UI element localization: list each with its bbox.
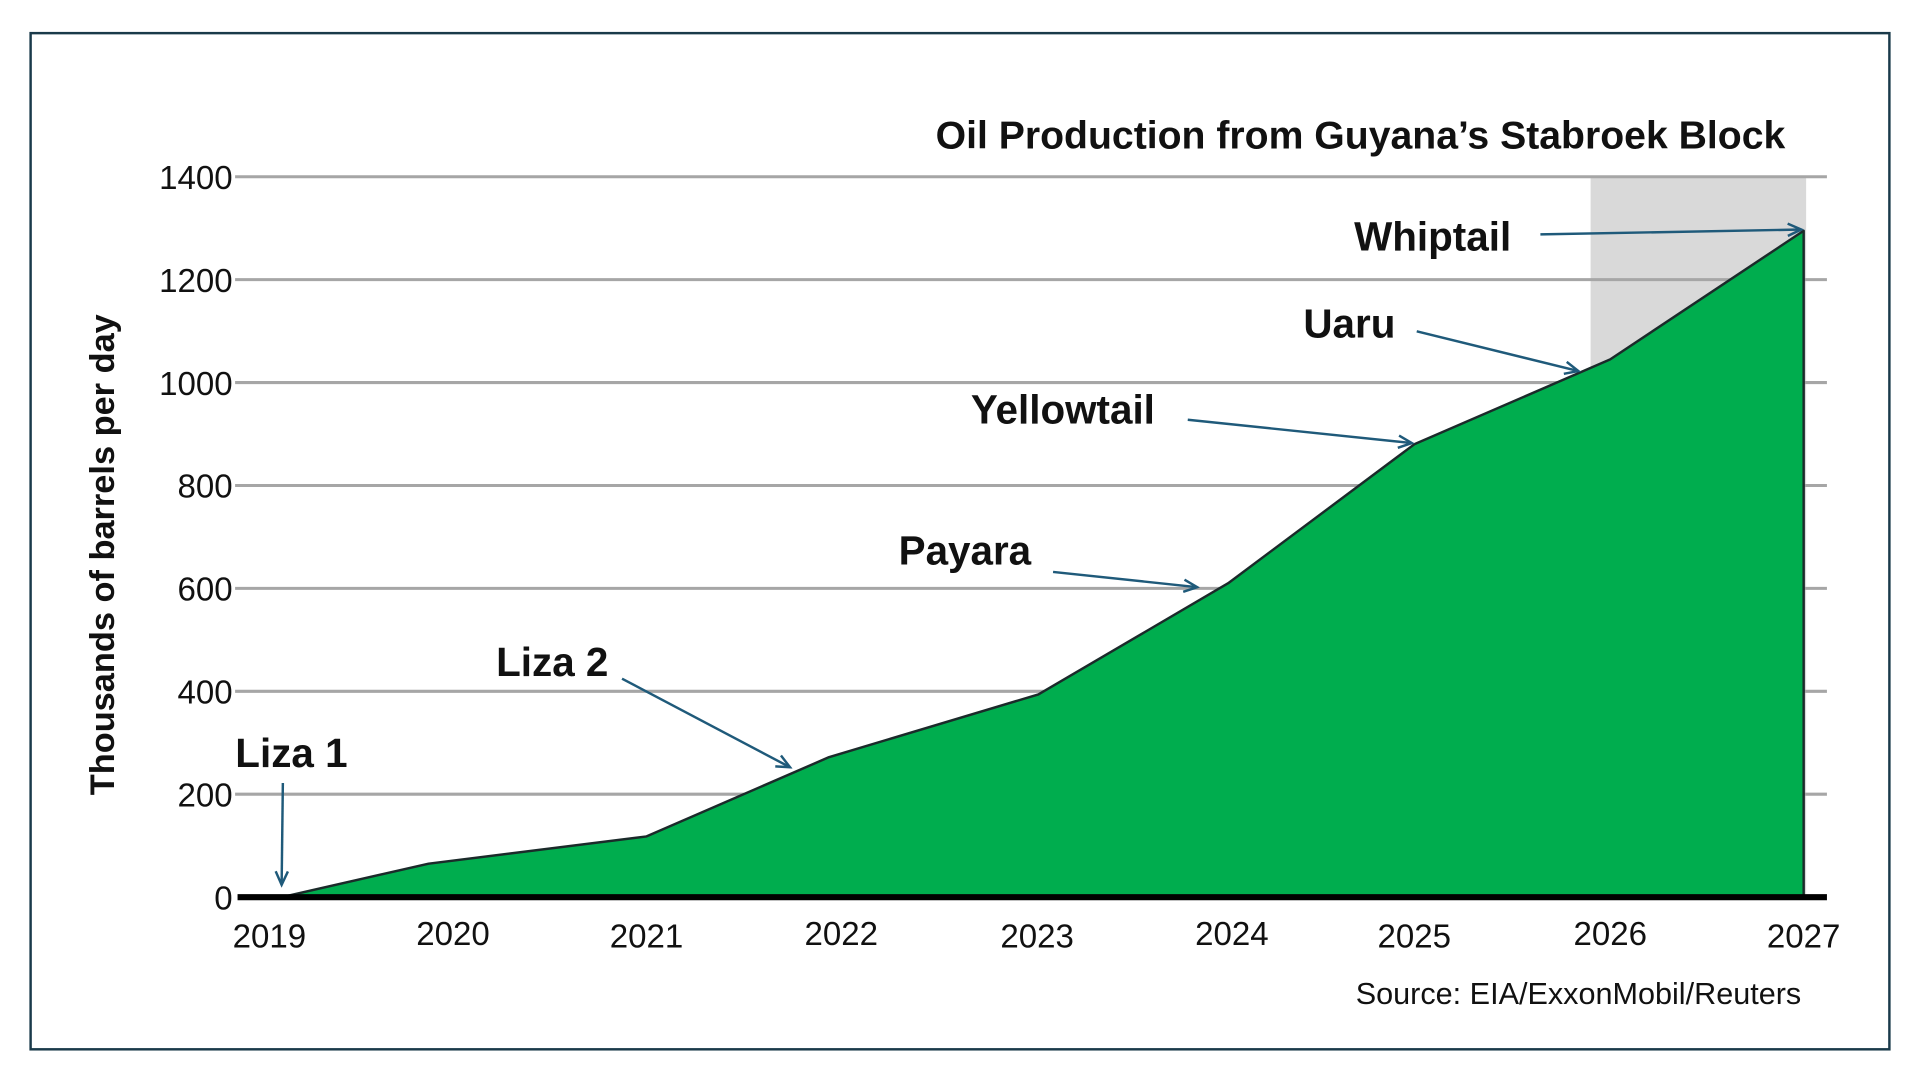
x-tick-label: 2019 <box>233 918 307 955</box>
y-tick-label: 0 <box>214 880 232 917</box>
annotation-arrow <box>1416 330 1579 371</box>
chart-title: Oil Production from Guyana’s Stabroek Bl… <box>936 113 1786 157</box>
x-tick-label: 2022 <box>804 916 878 953</box>
x-tick-label: 2024 <box>1195 916 1269 953</box>
source-note: Source: EIA/ExxonMobil/Reuters <box>1356 977 1801 1011</box>
annotation-liza-1: Liza 1 <box>235 730 348 885</box>
y-tick-label: 600 <box>178 572 233 609</box>
x-tick-label: 2021 <box>610 918 684 955</box>
annotation-arrow <box>1540 230 1801 235</box>
y-tick-label: 1000 <box>159 366 233 403</box>
annotation-whiptail: Whiptail <box>1354 213 1801 259</box>
annotation-label: Whiptail <box>1354 213 1511 259</box>
production-area <box>280 229 1805 899</box>
annotation-arrow <box>1187 418 1412 443</box>
y-tick-label: 1400 <box>159 160 233 197</box>
y-tick-label: 200 <box>178 777 233 814</box>
y-axis-label: Thousands of barrels per day <box>84 314 122 795</box>
annotation-yellowtail: Yellowtail <box>971 386 1412 443</box>
annotation-liza-2: Liza 2 <box>496 639 790 767</box>
annotation-label: Uaru <box>1303 300 1395 346</box>
y-tick-label: 800 <box>178 469 233 506</box>
annotation-label: Liza 2 <box>496 639 608 685</box>
annotation-arrow <box>1052 570 1197 587</box>
x-tick-label: 2023 <box>1000 918 1074 955</box>
y-tick-label: 400 <box>178 675 233 712</box>
annotation-uaru: Uaru <box>1303 300 1578 371</box>
x-tick-label: 2026 <box>1573 916 1647 953</box>
x-tick-label: 2025 <box>1378 918 1452 955</box>
y-tick-label: 1200 <box>159 263 233 300</box>
annotation-label: Payara <box>899 528 1032 574</box>
x-tick-label: 2027 <box>1767 918 1841 955</box>
annotation-label: Yellowtail <box>971 386 1155 432</box>
annotation-arrow <box>282 782 283 885</box>
annotation-label: Liza 1 <box>235 730 347 776</box>
x-tick-label: 2020 <box>416 916 490 953</box>
annotation-arrow <box>621 677 790 768</box>
annotation-payara: Payara <box>899 528 1198 588</box>
